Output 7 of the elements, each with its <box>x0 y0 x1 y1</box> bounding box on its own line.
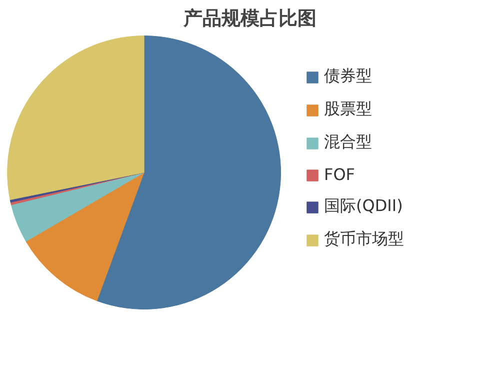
legend-label: 混合型 <box>324 132 372 153</box>
legend-label: 股票型 <box>324 99 372 120</box>
legend-label: 国际(QDII) <box>324 196 403 217</box>
chart-title: 产品规模占比图 <box>182 8 316 30</box>
legend-label: 货币市场型 <box>324 229 404 250</box>
legend-label: 债券型 <box>324 66 372 87</box>
legend-label: FOF <box>324 165 355 184</box>
